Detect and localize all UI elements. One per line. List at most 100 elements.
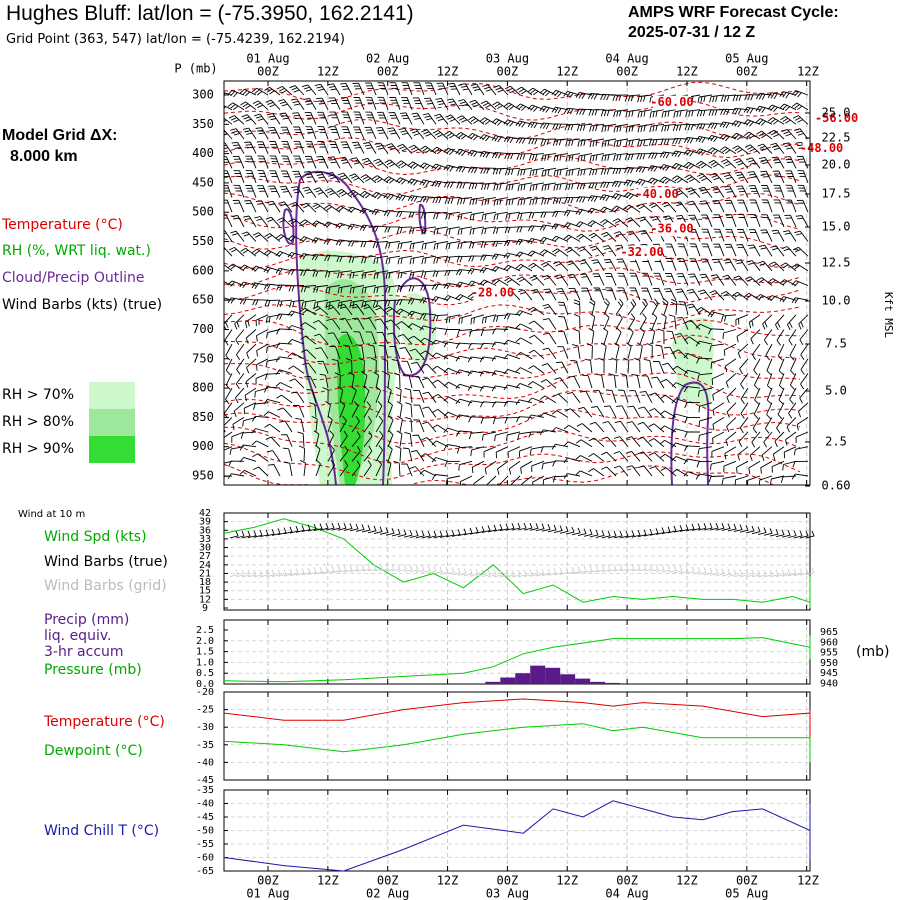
- wind-barb: [421, 437, 437, 448]
- wind-barb: [395, 386, 402, 403]
- temperature-contour: [224, 285, 801, 306]
- wind-barb: [648, 408, 665, 418]
- temperature-contour-label: -60.00: [650, 95, 693, 109]
- wind-barb: [349, 173, 365, 184]
- wind-barb: [689, 258, 701, 271]
- wind-barb: [319, 373, 329, 389]
- wind-barb: [265, 99, 281, 111]
- wind-barb: [615, 327, 622, 345]
- wind-barb: [564, 247, 581, 257]
- wind-barb: [517, 431, 533, 440]
- wind-barb: [361, 285, 377, 294]
- wind-barb: [515, 103, 533, 111]
- wind-barb: [773, 184, 785, 198]
- wind-barb: [458, 314, 473, 325]
- wind-barb: [672, 123, 689, 132]
- wind-barb: [239, 264, 257, 272]
- wind-barb: [603, 327, 609, 345]
- wind-barb: [348, 255, 365, 263]
- wind-barb: [225, 387, 233, 405]
- wind-barb: [304, 111, 317, 125]
- wind-barb: [758, 244, 773, 257]
- surface-wind-barb-true: [763, 528, 773, 536]
- wind-barb: [396, 401, 403, 418]
- wind-barb: [375, 445, 383, 462]
- wind-barb: [431, 296, 449, 303]
- wind-barb: [282, 447, 293, 462]
- wind-barb: [695, 135, 713, 143]
- wind-barb: [436, 82, 449, 96]
- wind-barb: [389, 346, 401, 359]
- top-hour-label: 00Z: [616, 65, 638, 79]
- wind-barb: [431, 352, 449, 360]
- temperature-panel-frame: [223, 691, 811, 781]
- wind-barb: [317, 126, 329, 140]
- surface-wind-barb-grid: [361, 564, 371, 572]
- wind-barb: [252, 453, 269, 462]
- temperature-contour: [224, 352, 801, 381]
- wind-barb: [397, 241, 413, 250]
- bottom-date-label: 01 Aug: [246, 887, 289, 900]
- wind-barb: [637, 421, 653, 433]
- wind-barb: [505, 182, 521, 191]
- wind-barb: [515, 399, 533, 406]
- precip-accum-label: 3-hr accum: [44, 644, 124, 660]
- wind-barb: [789, 343, 797, 361]
- wind-barb: [276, 284, 293, 291]
- temperature-contour: [224, 409, 801, 445]
- wind-barb: [770, 142, 785, 154]
- wind-barb: [469, 211, 485, 221]
- wind-barb: [683, 369, 701, 376]
- wind-barb: [671, 150, 689, 158]
- wind-barb: [701, 243, 713, 257]
- wind-barb: [240, 431, 257, 439]
- wind-barb: [797, 184, 809, 198]
- pressure-tick-label: 650: [192, 293, 214, 307]
- wind-barb: [601, 123, 617, 133]
- wind-barb: [372, 241, 389, 249]
- temperature-tick: -40: [196, 757, 214, 768]
- surface-wind-barb-true: [481, 525, 491, 534]
- wind-barb: [734, 259, 749, 272]
- surface-wind-barb-true: [661, 526, 671, 535]
- surface-wind-barb-grid: [715, 568, 725, 577]
- wind-barb: [695, 473, 713, 480]
- wind-barb: [242, 127, 257, 140]
- wind-barb: [600, 342, 607, 359]
- wind-barb: [289, 85, 305, 96]
- wind-barb: [541, 197, 557, 205]
- wind-barb: [713, 243, 725, 257]
- precip-liq-label: liq. equiv.: [44, 628, 112, 644]
- wind-barb: [503, 252, 521, 259]
- wind-barb: [626, 230, 641, 242]
- wind-barb: [539, 412, 557, 418]
- wind-barb: [778, 373, 785, 390]
- wind-barb: [554, 377, 569, 389]
- wind-barb: [407, 178, 425, 186]
- surface-wind-barb-grid: [763, 569, 773, 578]
- wind-barb: [241, 114, 257, 125]
- forecast-cycle-label: AMPS WRF Forecast Cycle:: [628, 4, 839, 21]
- wind-barb: [793, 446, 809, 456]
- wind-barb: [587, 207, 605, 214]
- wind-barb: [575, 221, 593, 228]
- wind-barb: [395, 177, 413, 185]
- wind-barb: [565, 138, 581, 147]
- wind-barb: [251, 87, 269, 96]
- wind-barb: [543, 288, 557, 301]
- surface-wind-barb-grid: [565, 566, 575, 575]
- wind-barb: [479, 356, 497, 363]
- wind-barb: [445, 241, 461, 250]
- surface-wind-barb-grid: [619, 563, 629, 572]
- wind-barb: [613, 465, 629, 477]
- wind-barb: [744, 94, 761, 101]
- wind-barb: [796, 155, 809, 169]
- wind-barb: [281, 140, 293, 154]
- wind-barb: [528, 306, 545, 316]
- surface-wind-barb-true: [397, 529, 407, 538]
- wind-barb: [407, 323, 425, 330]
- wind-barb: [264, 299, 281, 307]
- surface-wind-barb-true: [793, 530, 803, 539]
- wind-barb: [263, 249, 281, 257]
- wind-barb: [604, 273, 617, 286]
